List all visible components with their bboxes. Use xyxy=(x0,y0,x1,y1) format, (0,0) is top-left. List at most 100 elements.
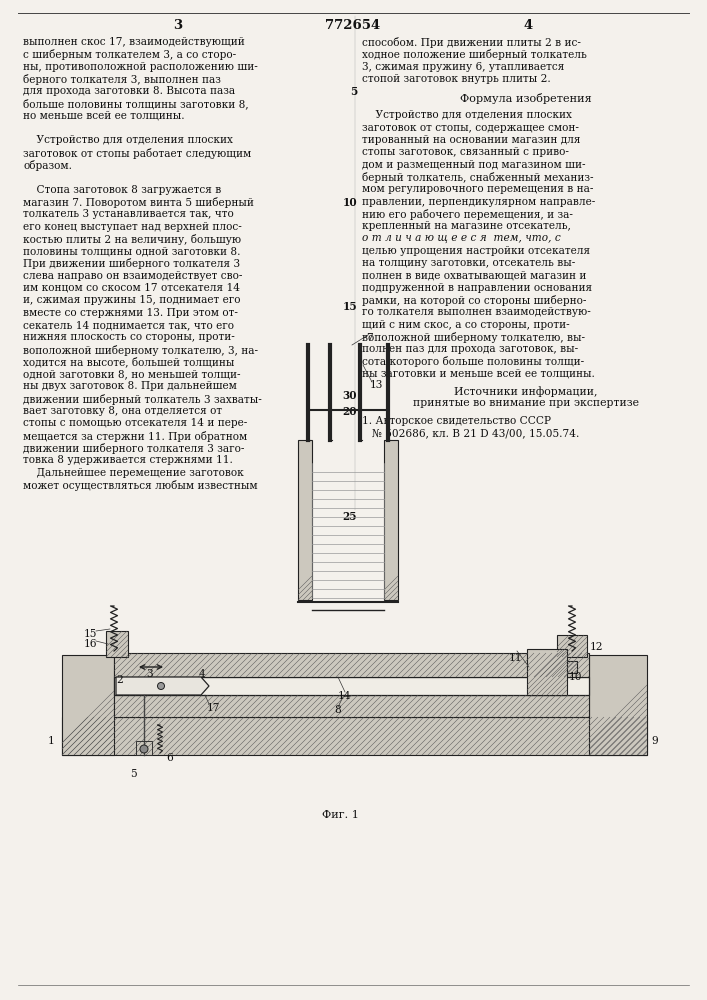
Circle shape xyxy=(158,682,165,690)
Text: 4: 4 xyxy=(199,669,206,679)
Text: стопы с помощью отсекателя 14 и пере-: стопы с помощью отсекателя 14 и пере- xyxy=(23,418,247,428)
Text: Формула изобретения: Формула изобретения xyxy=(460,93,592,104)
Text: 14: 14 xyxy=(338,691,351,701)
Text: магазин 7. Поворотом винта 5 шиберный: магазин 7. Поворотом винта 5 шиберный xyxy=(23,197,254,208)
Text: мещается за стержни 11. При обратном: мещается за стержни 11. При обратном xyxy=(23,431,247,442)
Text: 3: 3 xyxy=(173,19,182,32)
Polygon shape xyxy=(62,655,114,755)
Text: больше половины толщины заготовки 8,: больше половины толщины заготовки 8, xyxy=(23,99,249,109)
Text: крепленный на магазине отсекатель,: крепленный на магазине отсекатель, xyxy=(362,221,571,231)
Text: 15: 15 xyxy=(342,301,357,312)
Text: целью упрощения настройки отсекателя: целью упрощения настройки отсекателя xyxy=(362,246,590,256)
Text: тированный на основании магазин для: тированный на основании магазин для xyxy=(362,135,580,145)
Text: толкатель 3 устанавливается так, что: толкатель 3 устанавливается так, что xyxy=(23,209,234,219)
Text: на толщину заготовки, отсекатель вы-: на толщину заготовки, отсекатель вы- xyxy=(362,258,575,268)
Text: При движении шиберного толкателя 3: При движении шиберного толкателя 3 xyxy=(23,258,240,269)
Text: 4: 4 xyxy=(523,19,532,32)
Text: ходное положение шиберный толкатель: ходное положение шиберный толкатель xyxy=(362,49,587,60)
Text: образом.: образом. xyxy=(23,160,72,171)
Text: ходится на высоте, большей толщины: ходится на высоте, большей толщины xyxy=(23,357,235,368)
Text: способом. При движении плиты 2 в ис-: способом. При движении плиты 2 в ис- xyxy=(362,37,581,48)
Text: 5: 5 xyxy=(130,769,136,779)
Text: го толкателя выполнен взаимодействую-: го толкателя выполнен взаимодействую- xyxy=(362,307,591,317)
Text: 10: 10 xyxy=(342,197,357,208)
Text: принятые во внимание при экспертизе: принятые во внимание при экспертизе xyxy=(413,398,639,408)
Text: 12: 12 xyxy=(590,642,604,652)
Polygon shape xyxy=(62,717,647,755)
Text: 17: 17 xyxy=(207,703,221,713)
Text: 20: 20 xyxy=(342,406,357,417)
Text: 9: 9 xyxy=(651,736,658,746)
Text: выполнен скос 17, взаимодействующий: выполнен скос 17, взаимодействующий xyxy=(23,37,245,47)
Text: ны заготовки и меньше всей ее толщины.: ны заготовки и меньше всей ее толщины. xyxy=(362,369,595,379)
Text: 5: 5 xyxy=(350,86,357,97)
Text: стопой заготовок внутрь плиты 2.: стопой заготовок внутрь плиты 2. xyxy=(362,74,551,84)
Polygon shape xyxy=(557,635,587,657)
Text: полнен в виде охватывающей магазин и: полнен в виде охватывающей магазин и xyxy=(362,270,586,280)
Text: подпруженной в направлении основания: подпруженной в направлении основания xyxy=(362,283,592,293)
Text: 2: 2 xyxy=(116,675,123,685)
Text: и, сжимая пружины 15, поднимает его: и, сжимая пружины 15, поднимает его xyxy=(23,295,240,305)
Polygon shape xyxy=(589,655,647,755)
Text: его конец выступает над верхней плос-: его конец выступает над верхней плос- xyxy=(23,222,242,232)
Circle shape xyxy=(140,745,148,753)
Text: но меньше всей ее толщины.: но меньше всей ее толщины. xyxy=(23,111,185,121)
Text: Устройство для отделения плоских: Устройство для отделения плоских xyxy=(23,135,233,145)
Text: воположной шиберному толкателю, вы-: воположной шиберному толкателю, вы- xyxy=(362,332,585,343)
Text: заготовок от стопы, содержащее смон-: заготовок от стопы, содержащее смон- xyxy=(362,123,579,133)
Text: 13: 13 xyxy=(370,380,383,390)
Polygon shape xyxy=(114,695,589,717)
Text: ны, противоположной расположению ши-: ны, противоположной расположению ши- xyxy=(23,62,258,72)
Polygon shape xyxy=(567,661,577,673)
Text: 6: 6 xyxy=(166,753,173,763)
Text: костью плиты 2 на величину, большую: костью плиты 2 на величину, большую xyxy=(23,234,241,245)
Text: правлении, перпендикулярном направле-: правлении, перпендикулярном направле- xyxy=(362,197,595,207)
Text: 7: 7 xyxy=(366,333,373,343)
Text: дом и размещенный под магазином ши-: дом и размещенный под магазином ши- xyxy=(362,160,585,170)
Text: 1. Авторское свидетельство СССР: 1. Авторское свидетельство СССР xyxy=(362,416,551,426)
Text: берный толкатель, снабженный механиз-: берный толкатель, снабженный механиз- xyxy=(362,172,593,183)
Text: полнен паз для прохода заготовок, вы-: полнен паз для прохода заготовок, вы- xyxy=(362,344,578,354)
Text: щий с ним скос, а со стороны, проти-: щий с ним скос, а со стороны, проти- xyxy=(362,320,570,330)
Text: Источники информации,: Источники информации, xyxy=(455,386,597,397)
Text: вместе со стержнями 13. При этом от-: вместе со стержнями 13. При этом от- xyxy=(23,308,238,318)
Text: Устройство для отделения плоских: Устройство для отделения плоских xyxy=(362,110,572,120)
Text: товка 8 удерживается стержнями 11.: товка 8 удерживается стержнями 11. xyxy=(23,455,233,465)
Text: 30: 30 xyxy=(342,390,357,401)
Text: 772654: 772654 xyxy=(325,19,380,32)
Text: Дальнейшее перемещение заготовок: Дальнейшее перемещение заготовок xyxy=(23,468,244,478)
Polygon shape xyxy=(114,653,589,677)
Text: 25: 25 xyxy=(342,511,357,522)
Text: 10: 10 xyxy=(569,672,583,682)
Text: им концом со скосом 17 отсекателя 14: им концом со скосом 17 отсекателя 14 xyxy=(23,283,240,293)
Text: Фиг. 1: Фиг. 1 xyxy=(322,810,358,820)
Text: движении шиберного толкателя 3 заго-: движении шиберного толкателя 3 заго- xyxy=(23,443,245,454)
Text: о т л и ч а ю щ е е с я  тем, что, с: о т л и ч а ю щ е е с я тем, что, с xyxy=(362,233,561,243)
Text: № 502686, кл. В 21 D 43/00, 15.05.74.: № 502686, кл. В 21 D 43/00, 15.05.74. xyxy=(372,428,579,438)
Text: 3: 3 xyxy=(146,669,153,679)
Text: с шиберным толкателем 3, а со сторо-: с шиберным толкателем 3, а со сторо- xyxy=(23,49,236,60)
Text: Стопа заготовок 8 загружается в: Стопа заготовок 8 загружается в xyxy=(23,185,221,195)
Text: 1: 1 xyxy=(48,736,54,746)
Text: 3, сжимая пружину 6, утапливается: 3, сжимая пружину 6, утапливается xyxy=(362,62,564,72)
Text: 8: 8 xyxy=(334,705,341,715)
Text: рамки, на которой со стороны шиберно-: рамки, на которой со стороны шиберно- xyxy=(362,295,586,306)
Text: сота которого больше половины толщи-: сота которого больше половины толщи- xyxy=(362,356,584,367)
Text: для прохода заготовки 8. Высота паза: для прохода заготовки 8. Высота паза xyxy=(23,86,235,96)
Text: 15: 15 xyxy=(84,629,98,639)
Text: может осуществляться любым известным: может осуществляться любым известным xyxy=(23,480,257,491)
Text: ны двух заготовок 8. При дальнейшем: ны двух заготовок 8. При дальнейшем xyxy=(23,381,237,391)
Text: секатель 14 поднимается так, что его: секатель 14 поднимается так, что его xyxy=(23,320,234,330)
Text: движении шиберный толкатель 3 захваты-: движении шиберный толкатель 3 захваты- xyxy=(23,394,262,405)
Text: стопы заготовок, связанный с приво-: стопы заготовок, связанный с приво- xyxy=(362,147,569,157)
Polygon shape xyxy=(298,440,312,600)
Polygon shape xyxy=(384,440,398,600)
Polygon shape xyxy=(116,677,209,695)
Text: 16: 16 xyxy=(84,639,98,649)
Text: нижняя плоскость со стороны, проти-: нижняя плоскость со стороны, проти- xyxy=(23,332,235,342)
Text: половины толщины одной заготовки 8.: половины толщины одной заготовки 8. xyxy=(23,246,240,256)
Text: вает заготовку 8, она отделяется от: вает заготовку 8, она отделяется от xyxy=(23,406,222,416)
Text: 11: 11 xyxy=(509,653,522,663)
Polygon shape xyxy=(106,631,128,657)
Polygon shape xyxy=(527,649,567,695)
